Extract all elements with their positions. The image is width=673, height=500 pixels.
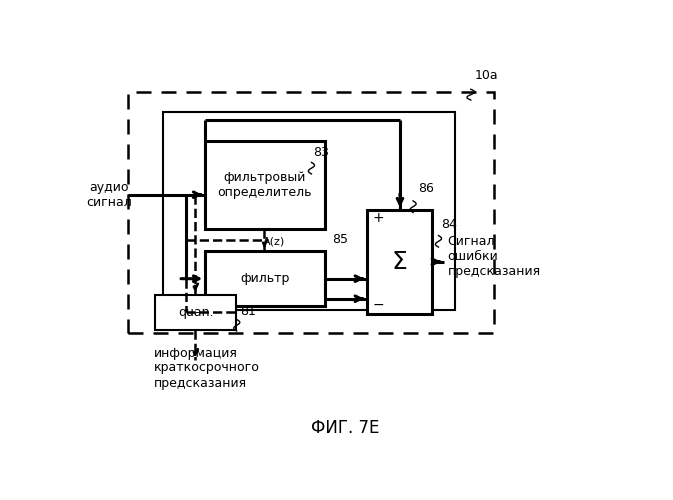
Text: 10a: 10a <box>474 68 498 82</box>
Text: 84: 84 <box>441 218 458 231</box>
Text: фильтр: фильтр <box>240 272 289 285</box>
Text: 83: 83 <box>313 146 329 158</box>
Text: −: − <box>373 298 384 312</box>
Text: +: + <box>373 211 384 225</box>
Bar <box>128 92 494 334</box>
Text: 85: 85 <box>332 234 348 246</box>
Text: ФИГ. 7E: ФИГ. 7E <box>311 419 379 437</box>
Text: quan.: quan. <box>178 306 213 318</box>
Text: аудио
сигнал: аудио сигнал <box>86 180 132 209</box>
Text: информация
краткосрочного
предсказания: информация краткосрочного предсказания <box>153 346 260 390</box>
Bar <box>205 141 324 230</box>
Text: Σ: Σ <box>392 250 408 274</box>
Bar <box>163 112 456 310</box>
Bar <box>205 251 324 306</box>
Text: 86: 86 <box>419 182 434 194</box>
Text: Сигнал
ошибки
предсказания: Сигнал ошибки предсказания <box>448 235 541 278</box>
Text: A(z): A(z) <box>263 236 285 246</box>
Text: 81: 81 <box>240 305 256 318</box>
Bar <box>367 210 432 314</box>
Bar <box>155 295 236 330</box>
Text: фильтровый
определитель: фильтровый определитель <box>217 171 312 199</box>
